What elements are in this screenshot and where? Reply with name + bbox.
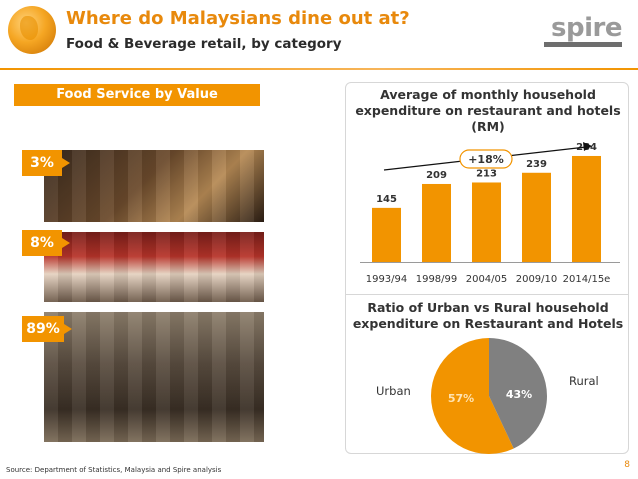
restaurant-share-callout: 3% — [22, 150, 70, 176]
hawker-share-callout: 89% — [22, 316, 72, 342]
pie-label-rural: Rural — [569, 374, 599, 388]
logo-text: spire — [551, 13, 622, 43]
pie-label-urban: Urban — [376, 384, 411, 398]
food-service-banner: Food Service by Value — [14, 84, 260, 106]
header-divider — [0, 68, 638, 70]
page-number: 8 — [624, 460, 630, 470]
food-court-photo — [44, 232, 264, 302]
pie-chart-title: Ratio of Urban vs Rural household expend… — [352, 300, 624, 331]
hawker-photo — [44, 312, 264, 442]
logo-bar — [544, 42, 622, 47]
charts-panel — [345, 82, 629, 454]
page-title: Where do Malaysians dine out at? — [66, 8, 410, 29]
spire-logo: spire — [544, 13, 623, 47]
globe-icon — [8, 6, 56, 54]
page-subtitle: Food & Beverage retail, by category — [66, 36, 342, 52]
source-footnote: Source: Department of Statistics, Malays… — [6, 466, 222, 474]
bar-chart-title: Average of monthly household expenditure… — [355, 87, 621, 134]
food-court-share-callout: 8% — [22, 230, 70, 256]
restaurant-photo — [44, 150, 264, 222]
panel-divider — [345, 294, 629, 295]
